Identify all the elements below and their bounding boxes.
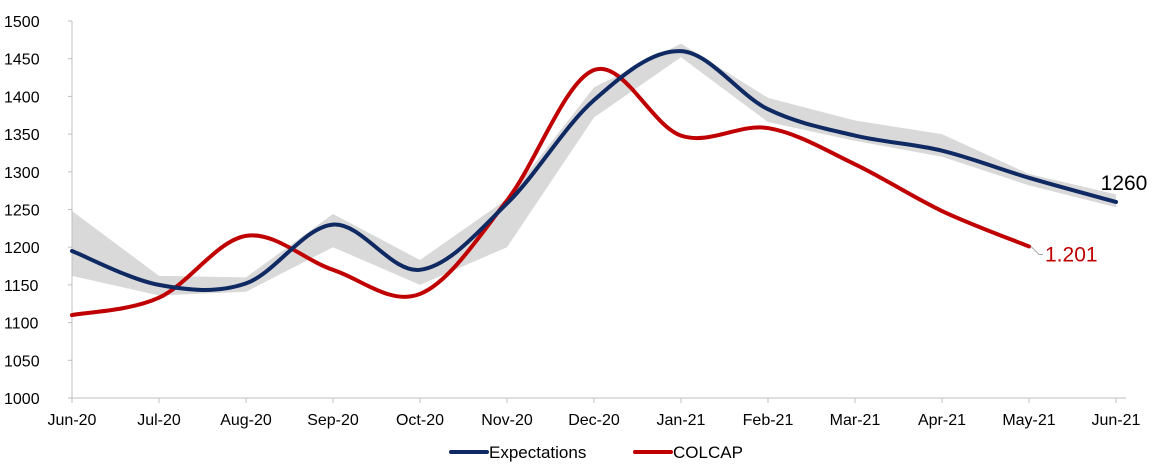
x-tick-label: Sep-20 [307, 412, 359, 429]
data-point-colcap [244, 234, 248, 238]
x-tick-label: Nov-20 [481, 412, 533, 429]
legend-label-expectations: Expectations [489, 443, 586, 462]
x-tick-label: Jan-21 [657, 412, 706, 429]
x-tick-label: Oct-20 [396, 412, 444, 429]
data-point-colcap [70, 313, 74, 317]
x-tick-label: Jun-20 [48, 412, 97, 429]
data-point-colcap [1027, 244, 1031, 248]
y-tick-label: 1200 [4, 240, 40, 257]
data-point-expectations [70, 249, 74, 253]
x-tick-label: Jul-20 [137, 412, 181, 429]
data-point-expectations [1114, 200, 1118, 204]
data-label-colcap-last: 1.201 [1045, 243, 1098, 266]
y-tick-label: 1300 [4, 165, 40, 182]
expectations-range-band [72, 43, 1116, 296]
x-tick-label: Mar-21 [830, 412, 881, 429]
data-point-colcap [679, 134, 683, 138]
series-lines [70, 49, 1118, 318]
series-line-colcap [70, 66, 1031, 318]
y-tick-label: 1150 [4, 278, 39, 295]
x-tick-label: Aug-20 [220, 412, 272, 429]
data-point-expectations [766, 107, 770, 111]
data-point-expectations [505, 201, 509, 205]
annotation-leader-line [1030, 246, 1043, 255]
axes: 1000 1050 1100 1150 1200 1250 1300 1350 1400 1450… [4, 14, 1141, 429]
data-point-expectations [853, 134, 857, 138]
data-point-expectations [418, 268, 422, 272]
x-tick-label: Dec-20 [568, 412, 620, 429]
data-point-expectations [157, 283, 161, 287]
y-tick-label: 1050 [4, 353, 40, 370]
y-tick-label: 1000 [4, 391, 40, 408]
data-point-expectations [940, 149, 944, 153]
data-point-colcap [766, 126, 770, 130]
data-point-colcap [418, 292, 422, 296]
legend-label-colcap: COLCAP [673, 443, 743, 462]
data-point-expectations [244, 281, 248, 285]
y-tick-label: 1400 [4, 89, 40, 106]
data-point-colcap [331, 268, 335, 272]
data-point-colcap [940, 209, 944, 213]
data-point-colcap [157, 296, 161, 300]
y-tick-label: 1250 [4, 203, 40, 220]
legend: Expectations COLCAP [449, 443, 743, 462]
y-tick-label: 1500 [4, 14, 40, 31]
data-label-expectations-last: 1260 [1101, 172, 1148, 195]
data-point-expectations [679, 49, 683, 53]
x-tick-label: May-21 [1002, 412, 1055, 429]
data-point-colcap [853, 162, 857, 166]
range-band-area [72, 43, 1116, 296]
data-point-expectations [331, 223, 335, 227]
data-point-expectations [1027, 176, 1031, 180]
x-tick-label: Jun-21 [1092, 412, 1141, 429]
series-line-expectations [70, 49, 1118, 292]
x-tick-label: Apr-21 [918, 412, 966, 429]
y-tick-label: 1100 [4, 316, 39, 333]
x-tick-label: Feb-21 [743, 412, 794, 429]
annotations: 1260 1.201 [1030, 172, 1148, 266]
y-tick-label: 1450 [4, 52, 40, 69]
data-point-expectations [592, 98, 596, 102]
y-tick-label: 1350 [4, 127, 40, 144]
data-point-colcap [592, 68, 596, 72]
